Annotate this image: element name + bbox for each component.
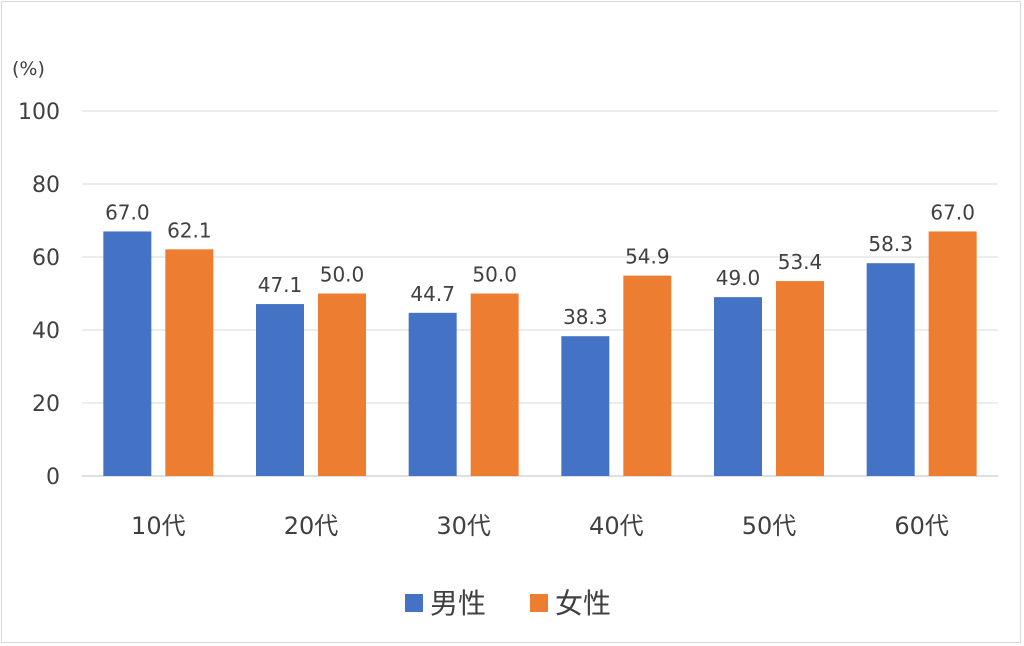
bar [714,297,762,476]
x-category-label: 60代 [894,512,949,540]
x-category-label: 50代 [742,512,797,540]
bar [866,263,915,476]
x-category-label: 20代 [284,512,339,540]
legend-label: 女性 [555,587,611,620]
y-tick-label: 80 [32,173,60,198]
y-axis: 0 20 40 60 80 100 [18,100,60,490]
bar [928,231,977,476]
y-tick-label: 100 [18,100,60,125]
bar [103,231,152,476]
data-label: 38.3 [563,305,608,329]
legend-swatch [405,594,423,612]
bar [470,293,519,476]
data-label: 47.1 [258,273,303,297]
data-label: 50.0 [320,263,365,287]
x-category-label: 40代 [589,512,644,540]
data-label: 67.0 [105,200,150,224]
legend: 男性 女性 [405,587,611,620]
bar [256,304,304,476]
data-label: 50.0 [472,263,517,287]
x-axis: 10代 20代 30代 40代 50代 60代 [131,512,949,540]
data-label: 62.1 [167,218,212,242]
y-tick-label: 60 [32,246,60,271]
bar [408,312,457,476]
data-label: 58.3 [868,232,913,256]
bar [318,293,366,476]
y-tick-label: 0 [46,465,60,490]
y-axis-unit-label: (%) [12,58,45,80]
data-label: 67.0 [930,200,975,224]
x-category-label: 10代 [131,512,186,540]
bar [623,275,672,476]
bar [776,281,824,476]
legend-swatch [530,594,548,612]
y-tick-label: 40 [32,319,60,344]
bars [103,231,977,476]
data-label: 44.7 [410,282,455,306]
data-label: 49.0 [716,266,761,290]
data-labels: 67.0 62.1 47.1 50.0 44.7 50.0 38.3 54.9 49.0 53.4… [105,200,975,329]
y-tick-label: 20 [32,392,60,417]
gridlines [82,110,998,477]
data-label: 53.4 [778,250,823,274]
bar [165,249,214,476]
data-label: 54.9 [625,245,670,269]
x-category-label: 30代 [436,512,491,540]
legend-label: 男性 [430,587,486,620]
bar [561,336,610,476]
